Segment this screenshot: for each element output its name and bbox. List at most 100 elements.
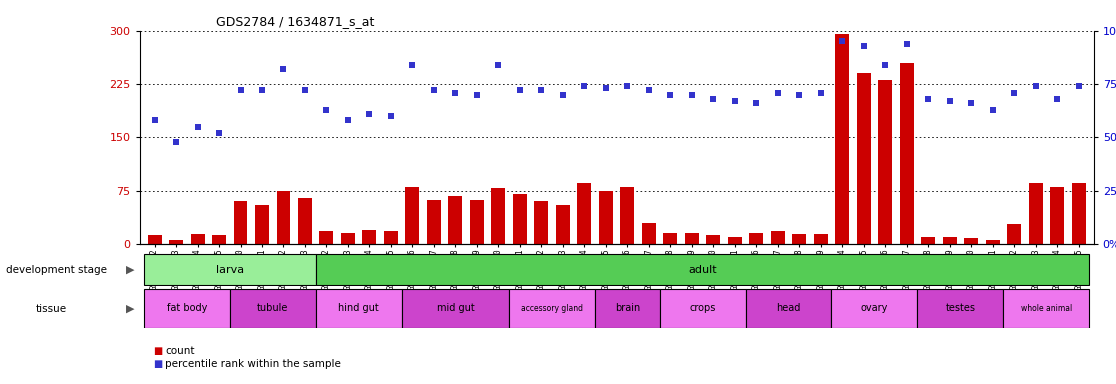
Bar	[599, 190, 613, 244]
Bar	[316, 254, 1089, 285]
Bar	[745, 289, 831, 328]
Bar	[814, 234, 828, 244]
Point	[339, 117, 357, 123]
Point	[382, 113, 400, 119]
Bar	[556, 205, 570, 244]
Point	[811, 89, 829, 96]
Point	[318, 106, 336, 113]
Bar	[233, 201, 248, 244]
Bar	[298, 198, 312, 244]
Text: percentile rank within the sample: percentile rank within the sample	[165, 359, 341, 369]
Point	[725, 98, 743, 104]
Bar	[169, 240, 183, 244]
Point	[876, 62, 894, 68]
Point	[1006, 89, 1023, 96]
Bar	[384, 231, 398, 244]
Text: testes: testes	[945, 303, 975, 313]
Point	[446, 89, 464, 96]
Bar	[660, 289, 745, 328]
Bar	[985, 240, 1000, 244]
Bar	[620, 187, 634, 244]
Bar	[427, 200, 441, 244]
Text: fat body: fat body	[166, 303, 206, 313]
Text: count: count	[165, 346, 194, 356]
Point	[253, 87, 271, 93]
Point	[941, 98, 959, 104]
Text: ▶: ▶	[126, 265, 135, 275]
Point	[983, 106, 1001, 113]
Bar	[1029, 184, 1042, 244]
Point	[748, 100, 766, 106]
Text: ■: ■	[153, 359, 162, 369]
Bar	[509, 289, 595, 328]
Text: brain: brain	[615, 303, 639, 313]
Point	[554, 91, 571, 98]
Bar	[771, 231, 785, 244]
Bar	[1050, 187, 1065, 244]
Point	[618, 83, 636, 89]
Bar	[577, 184, 591, 244]
Bar	[685, 233, 699, 244]
Text: crops: crops	[690, 303, 715, 313]
Bar	[1071, 184, 1086, 244]
Point	[920, 96, 937, 102]
Point	[704, 96, 722, 102]
Bar	[316, 289, 402, 328]
Point	[425, 87, 443, 93]
Point	[1027, 83, 1045, 89]
Text: development stage: development stage	[6, 265, 107, 275]
Point	[790, 91, 808, 98]
Point	[145, 117, 163, 123]
Bar	[341, 233, 355, 244]
Bar	[728, 237, 742, 244]
Bar	[857, 73, 870, 244]
Point	[769, 89, 787, 96]
Point	[490, 62, 508, 68]
Bar	[835, 34, 849, 244]
Point	[360, 111, 378, 117]
Bar	[878, 81, 892, 244]
Bar	[921, 237, 935, 244]
Point	[532, 87, 550, 93]
Bar	[277, 190, 290, 244]
Bar	[513, 194, 527, 244]
Point	[962, 100, 980, 106]
Bar	[405, 187, 420, 244]
Point	[576, 83, 594, 89]
Point	[296, 87, 314, 93]
Text: mid gut: mid gut	[436, 303, 474, 313]
Bar	[256, 205, 269, 244]
Bar	[535, 201, 548, 244]
Point	[189, 124, 206, 130]
Point	[639, 87, 657, 93]
Point	[167, 139, 185, 145]
Text: tissue: tissue	[36, 304, 67, 314]
Bar	[792, 234, 806, 244]
Text: larva: larva	[215, 265, 243, 275]
Point	[834, 38, 852, 45]
Point	[468, 91, 485, 98]
Bar	[595, 289, 660, 328]
Text: ovary: ovary	[860, 303, 888, 313]
Point	[597, 85, 615, 91]
Point	[275, 66, 292, 72]
Point	[662, 91, 680, 98]
Bar	[470, 200, 484, 244]
Bar	[899, 63, 914, 244]
Bar	[964, 238, 978, 244]
Point	[511, 87, 529, 93]
Bar	[230, 289, 316, 328]
Bar	[144, 254, 316, 285]
Bar	[212, 235, 227, 244]
Text: GDS2784 / 1634871_s_at: GDS2784 / 1634871_s_at	[215, 15, 374, 28]
Bar	[147, 235, 162, 244]
Point	[1070, 83, 1088, 89]
Bar	[831, 289, 917, 328]
Text: ■: ■	[153, 346, 162, 356]
Point	[683, 91, 701, 98]
Bar	[1003, 289, 1089, 328]
Bar	[749, 233, 763, 244]
Point	[1048, 96, 1066, 102]
Bar	[363, 230, 376, 244]
Point	[210, 130, 228, 136]
